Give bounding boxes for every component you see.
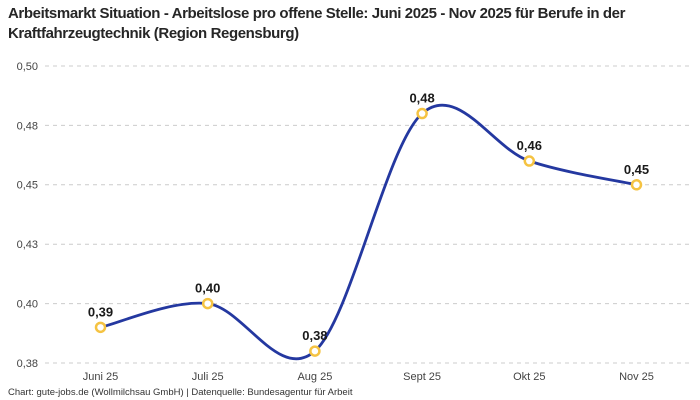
data-point [523, 155, 536, 167]
line-path [99, 103, 638, 361]
data-point [416, 107, 428, 120]
y-tick-label: 0,50 [17, 61, 38, 73]
x-tick-label: Nov 25 [619, 371, 654, 383]
point-label: 0,40 [195, 281, 220, 296]
y-tick-label: 0,45 [17, 180, 38, 192]
x-tick-label: Aug 25 [297, 371, 332, 383]
y-tick-label: 0,38 [17, 358, 38, 370]
chart-attribution: Chart: gute-jobs.de (Wollmilchsau GmbH) … [8, 387, 353, 398]
point-label: 0,46 [517, 138, 542, 153]
y-tick-label: 0,40 [17, 298, 38, 310]
x-tick-label: Juli 25 [192, 371, 224, 383]
x-tick-label: Sept 25 [403, 371, 441, 383]
point-label: 0,39 [88, 304, 113, 319]
data-point [201, 297, 214, 310]
data-point [630, 179, 643, 191]
data-point [309, 345, 321, 357]
x-tick-label: Juni 25 [83, 371, 118, 383]
x-tick-label: Okt 25 [513, 371, 545, 383]
point-label: 0,38 [302, 328, 327, 343]
chart-title: Arbeitsmarkt Situation - Arbeitslose pro… [8, 5, 626, 42]
data-point [94, 321, 107, 334]
point-label: 0,48 [409, 91, 434, 106]
y-tick-label: 0,43 [17, 239, 38, 251]
point-label: 0,45 [624, 162, 649, 177]
y-tick-label: 0,48 [17, 120, 38, 132]
